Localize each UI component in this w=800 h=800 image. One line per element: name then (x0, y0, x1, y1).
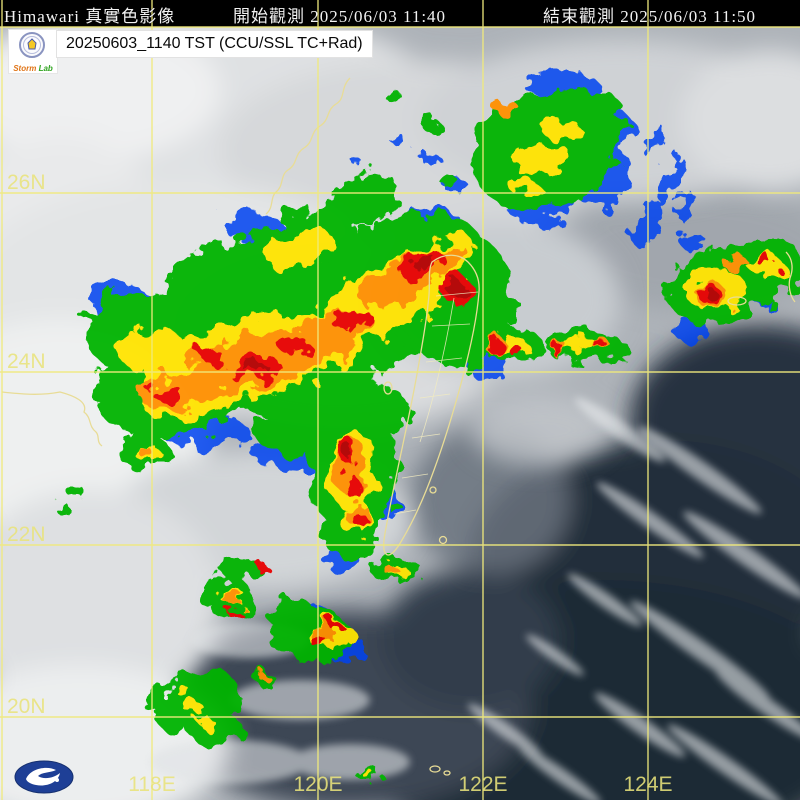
iriomote-island (785, 251, 796, 303)
lab-logo-box: Storm Lab (8, 29, 58, 74)
start-observation-time: 開始觀測 2025/06/03 11:40 (233, 7, 447, 26)
product-title: Himawari 真實色影像 (4, 7, 176, 26)
island-south-2 (443, 770, 451, 776)
lab-logo-text-2: Lab (38, 64, 53, 73)
taiwan-county-borders (393, 291, 479, 515)
end-observation-time: 結束觀測 2025/06/03 11:50 (543, 7, 757, 26)
penghu-islands (383, 381, 393, 395)
yaeyama-island (727, 296, 747, 306)
header-bar (0, 0, 800, 27)
lanyu-island (438, 535, 448, 545)
lat-label-24n: 24N (7, 350, 46, 373)
lat-label-20n: 20N (7, 695, 46, 718)
coastline-layer (1, 77, 796, 776)
mainland-china-coastline-south (1, 391, 103, 447)
timestamp-annotation: 20250603_1140 TST (CCU/SSL TC+Rad) (56, 30, 373, 58)
lab-logo-text-1: Storm (13, 64, 37, 73)
lon-label-118e: 118E (128, 773, 176, 796)
mainland-china-coastline (265, 77, 351, 215)
weather-agency-logo (12, 757, 76, 800)
lon-label-120e: 120E (293, 773, 342, 796)
lab-logo-text: Storm Lab (9, 64, 57, 73)
university-seal-icon (19, 32, 45, 58)
cloud-streaks (150, 397, 800, 800)
weather-agency-swirl-icon (14, 760, 74, 794)
green-island (429, 486, 437, 494)
lat-label-22n: 22N (7, 523, 46, 546)
lon-label-124e: 124E (623, 773, 672, 796)
grid-labels: 26N 24N 22N 20N 118E 120E 122E 124E (7, 171, 673, 796)
lon-label-122e: 122E (458, 773, 507, 796)
island-south (429, 765, 441, 773)
lat-label-26n: 26N (7, 171, 46, 194)
